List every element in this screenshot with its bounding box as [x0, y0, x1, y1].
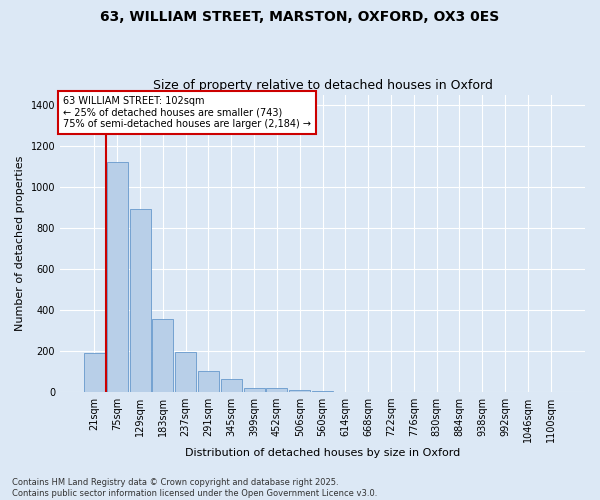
Bar — [289, 390, 310, 392]
Bar — [221, 379, 242, 392]
Text: Contains HM Land Registry data © Crown copyright and database right 2025.
Contai: Contains HM Land Registry data © Crown c… — [12, 478, 377, 498]
Bar — [175, 352, 196, 392]
Bar — [198, 372, 219, 392]
Text: 63 WILLIAM STREET: 102sqm
← 25% of detached houses are smaller (743)
75% of semi: 63 WILLIAM STREET: 102sqm ← 25% of detac… — [62, 96, 311, 129]
X-axis label: Distribution of detached houses by size in Oxford: Distribution of detached houses by size … — [185, 448, 460, 458]
Text: 63, WILLIAM STREET, MARSTON, OXFORD, OX3 0ES: 63, WILLIAM STREET, MARSTON, OXFORD, OX3… — [100, 10, 500, 24]
Y-axis label: Number of detached properties: Number of detached properties — [15, 156, 25, 331]
Title: Size of property relative to detached houses in Oxford: Size of property relative to detached ho… — [152, 79, 493, 92]
Bar — [312, 391, 333, 392]
Bar — [84, 353, 105, 392]
Bar — [130, 210, 151, 392]
Bar — [244, 388, 265, 392]
Bar — [152, 319, 173, 392]
Bar — [266, 388, 287, 392]
Bar — [107, 162, 128, 392]
